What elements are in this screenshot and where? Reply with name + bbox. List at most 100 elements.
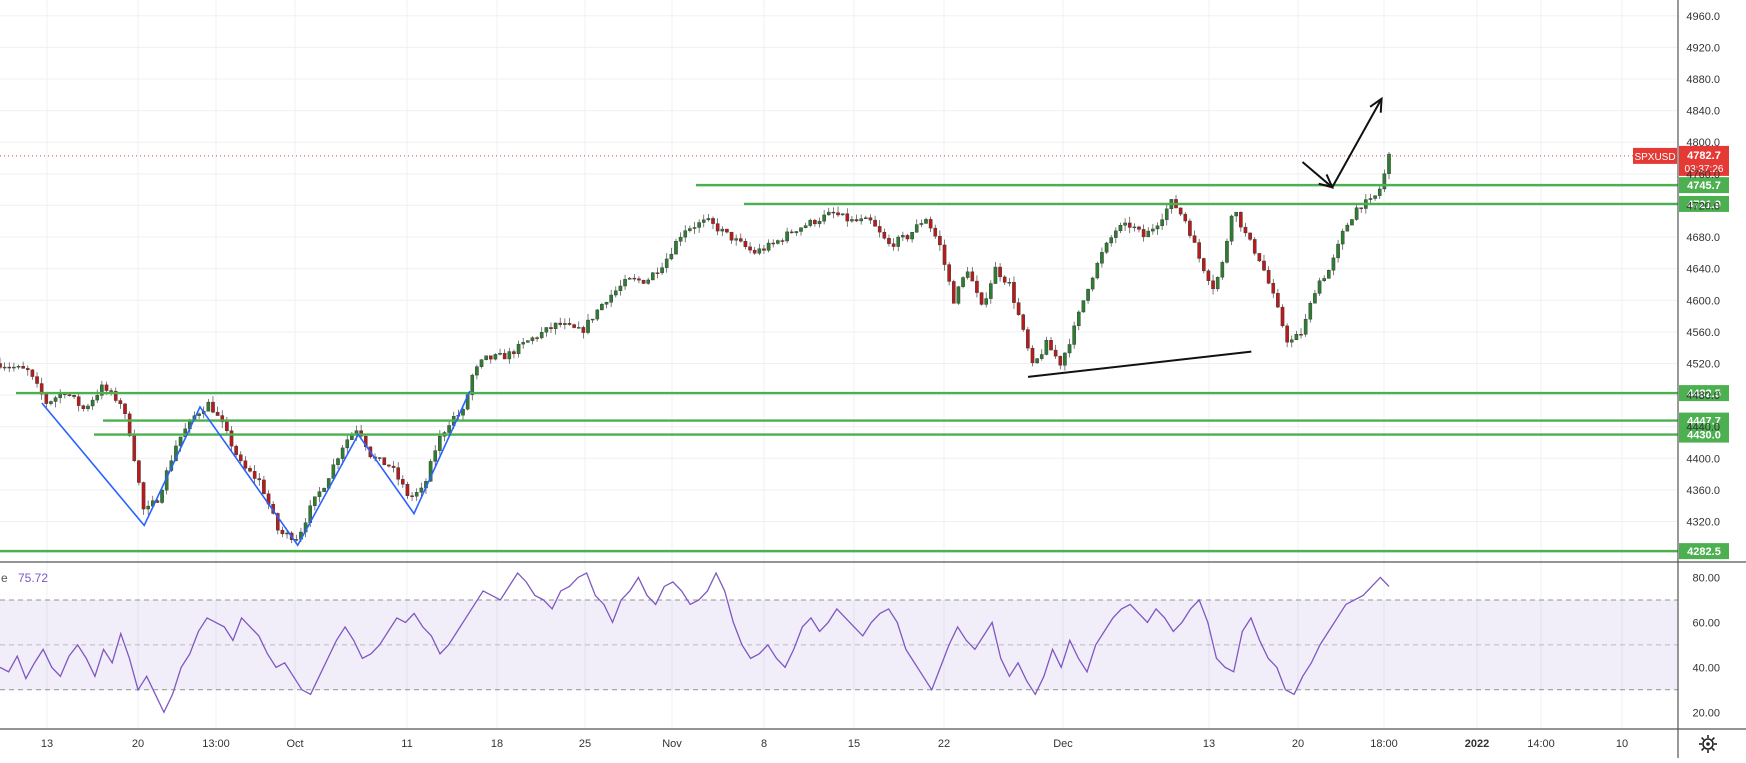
candle-body <box>789 231 794 234</box>
candle-body <box>428 461 433 482</box>
drawings <box>41 96 1383 547</box>
candle-body <box>896 236 901 247</box>
level-tag-label: 4721.9 <box>1687 199 1721 211</box>
time-tick-label: 25 <box>579 738 591 750</box>
candle-body <box>539 332 544 339</box>
candle-body <box>901 235 905 238</box>
candle-body <box>1127 222 1132 228</box>
candle-body <box>526 340 530 343</box>
candle-body <box>919 223 924 225</box>
candle-body <box>382 457 387 466</box>
candle-body <box>734 238 738 241</box>
candle-body <box>942 244 947 265</box>
rsi-tick-label: 40.00 <box>1692 662 1720 674</box>
candle-body <box>1294 334 1299 341</box>
time-tick-label: 13:00 <box>202 738 230 750</box>
candle-body <box>1188 220 1192 236</box>
candle-body <box>248 467 252 472</box>
candle-body <box>933 227 938 237</box>
candle-body <box>776 240 780 244</box>
candle-body <box>1058 355 1063 366</box>
candle-body <box>752 249 757 254</box>
candle-body <box>1197 242 1201 259</box>
candle-body <box>1146 230 1151 238</box>
candle-body <box>72 395 76 397</box>
candle-body <box>1308 303 1313 320</box>
candle-body <box>1039 354 1044 359</box>
candle-body <box>405 484 410 496</box>
candle-body <box>683 230 688 238</box>
candle-body <box>516 343 521 355</box>
time-tick-label: 11 <box>401 738 412 750</box>
candle-body <box>280 529 285 535</box>
rsi-tick-label: 20.00 <box>1692 707 1720 719</box>
gear-icon[interactable] <box>1698 734 1718 754</box>
candle-body <box>956 286 961 304</box>
candle-body <box>81 405 86 409</box>
candle-body <box>512 351 516 355</box>
rsi-indicator-label: e <box>1 571 8 585</box>
candle-body <box>711 218 715 224</box>
candle-body <box>1206 270 1211 281</box>
candle-body <box>1276 293 1280 308</box>
candle-body <box>1336 243 1340 259</box>
price-tick-label: 4880.0 <box>1686 74 1720 86</box>
candle-body <box>1081 300 1086 313</box>
candle-body <box>1137 226 1141 230</box>
candle-body <box>1118 225 1123 232</box>
candle-body <box>743 241 748 248</box>
candle-body <box>470 374 475 395</box>
time-tick-label: 13 <box>41 738 53 750</box>
symbol-tag-label: SPXUSD <box>1634 152 1675 163</box>
candle-body <box>1164 208 1169 220</box>
candle-body <box>794 231 799 234</box>
time-tick-label: 14:00 <box>1527 738 1555 750</box>
time-tick-label: 18:00 <box>1370 738 1398 750</box>
candle-body <box>215 412 220 416</box>
candle-body <box>924 219 928 224</box>
candle-body <box>1053 349 1058 357</box>
candle-body <box>1317 280 1322 294</box>
candle-body <box>965 271 970 278</box>
candle-body <box>7 366 12 369</box>
candle-body <box>521 342 525 345</box>
candle-body <box>1248 232 1252 240</box>
rsi-tick-label: 60.00 <box>1692 617 1720 629</box>
candle-body <box>1257 253 1262 262</box>
candle-body <box>646 279 650 284</box>
candle-body <box>285 532 289 535</box>
candle-body <box>715 223 720 232</box>
symbol-tag <box>1633 147 1677 164</box>
candle-body <box>762 248 766 251</box>
candle-body <box>567 323 572 325</box>
candle-body <box>817 221 822 225</box>
candle-body <box>928 219 933 229</box>
level-tag <box>1679 195 1729 212</box>
candle-body <box>1067 344 1072 354</box>
candle-body <box>600 304 604 311</box>
candle-body <box>877 226 882 233</box>
candle-body <box>1266 270 1271 284</box>
candle-body <box>21 366 25 369</box>
candle-body <box>641 279 646 284</box>
candle-body <box>618 285 623 291</box>
candle-body <box>1090 277 1095 290</box>
candle-body <box>1280 306 1285 327</box>
candle-body <box>1299 334 1303 336</box>
time-tick-label: 22 <box>938 738 950 750</box>
candle-body <box>535 337 539 339</box>
candle-body <box>1220 262 1225 278</box>
candle-body <box>836 212 840 216</box>
candle-body <box>609 294 613 303</box>
time-tick-label: Dec <box>1053 738 1073 750</box>
candle-body <box>1215 277 1220 290</box>
candle-body <box>1327 269 1331 279</box>
candle-body <box>1345 224 1350 232</box>
candle-body <box>1350 219 1354 226</box>
candle-body <box>590 318 595 321</box>
candle-body <box>0 363 2 368</box>
candle-body <box>831 211 836 214</box>
countdown-label: 03:37:26 <box>1685 164 1724 175</box>
